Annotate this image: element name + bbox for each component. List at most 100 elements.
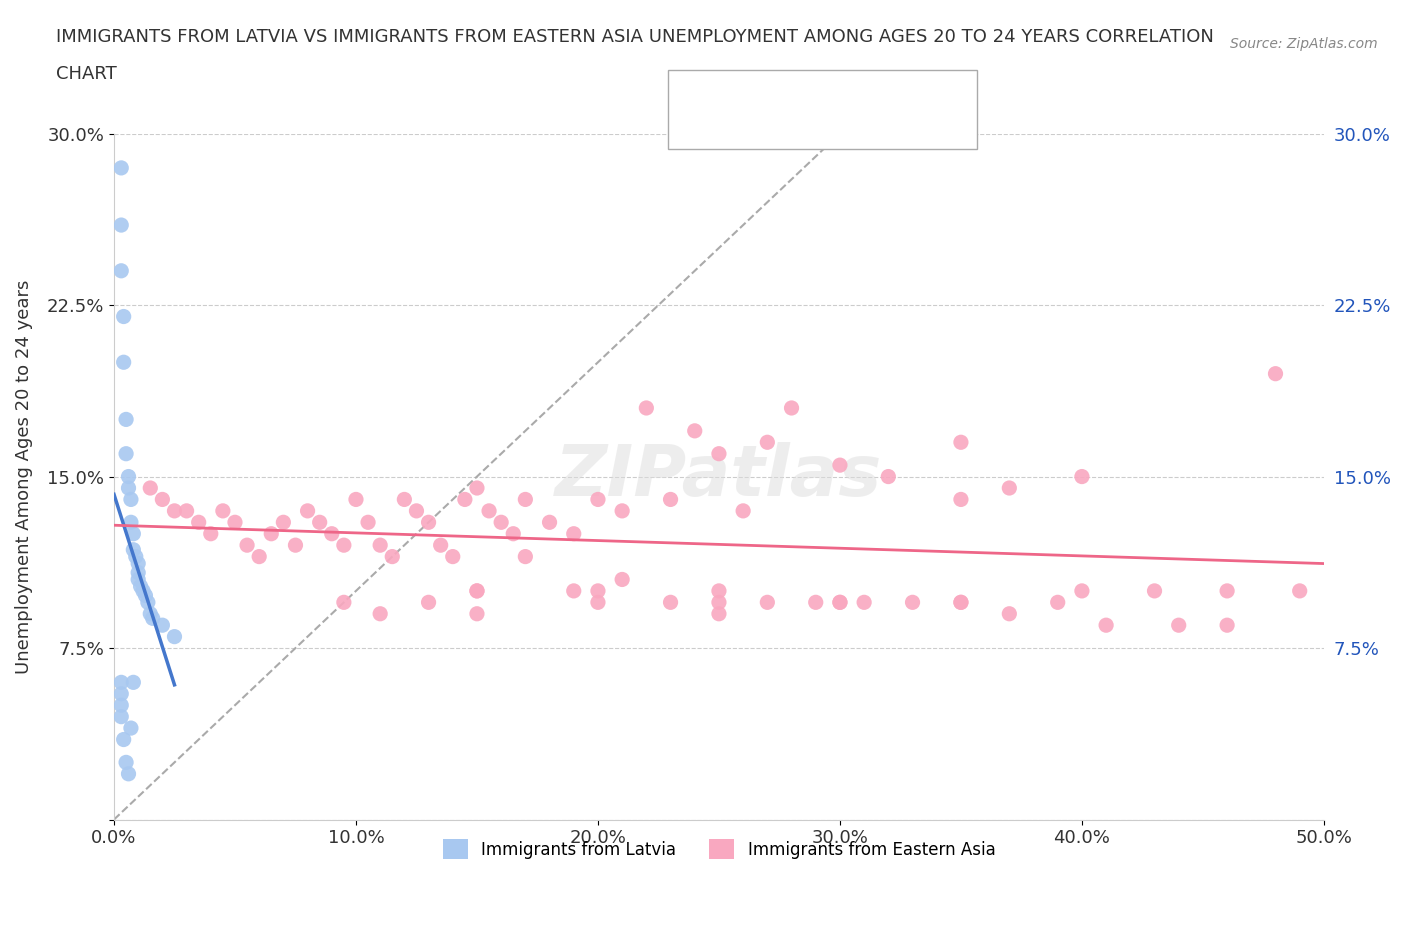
Point xyxy=(949,492,972,507)
Point xyxy=(200,526,222,541)
Point xyxy=(139,606,162,621)
Point xyxy=(1143,583,1166,598)
Point xyxy=(127,556,149,571)
Point xyxy=(465,606,488,621)
Point xyxy=(949,595,972,610)
Point xyxy=(117,481,139,496)
Point xyxy=(707,606,730,621)
Point xyxy=(562,526,585,541)
Point xyxy=(429,538,451,552)
Point xyxy=(110,710,132,724)
Point xyxy=(405,503,427,518)
Point xyxy=(454,492,477,507)
Point xyxy=(562,583,585,598)
Point xyxy=(187,515,209,530)
Point xyxy=(707,583,730,598)
Point xyxy=(465,583,488,598)
Point xyxy=(586,583,609,598)
Point xyxy=(122,526,145,541)
Point xyxy=(502,526,524,541)
Point xyxy=(150,492,173,507)
Point xyxy=(129,578,152,593)
Point xyxy=(877,469,900,484)
Point xyxy=(828,595,851,610)
Point xyxy=(683,423,706,438)
Point xyxy=(150,618,173,632)
Point xyxy=(224,515,246,530)
Point xyxy=(441,549,464,564)
Point xyxy=(780,401,803,416)
Point xyxy=(163,630,186,644)
Point xyxy=(1216,583,1239,598)
Point xyxy=(273,515,295,530)
Point xyxy=(949,435,972,450)
Point xyxy=(115,755,138,770)
Point xyxy=(122,675,145,690)
Point xyxy=(120,492,142,507)
Point xyxy=(110,263,132,278)
Point xyxy=(515,549,537,564)
Text: Source: ZipAtlas.com: Source: ZipAtlas.com xyxy=(1230,37,1378,51)
Point xyxy=(125,549,148,564)
Point xyxy=(1288,583,1310,598)
Point xyxy=(357,515,380,530)
Point xyxy=(136,595,159,610)
Point xyxy=(127,565,149,580)
Point xyxy=(117,469,139,484)
Point xyxy=(120,721,142,736)
Point xyxy=(110,698,132,712)
Point xyxy=(176,503,198,518)
Point xyxy=(756,435,779,450)
Point xyxy=(142,611,165,626)
Point xyxy=(333,538,356,552)
Point xyxy=(112,355,135,370)
Y-axis label: Unemployment Among Ages 20 to 24 years: Unemployment Among Ages 20 to 24 years xyxy=(15,279,32,673)
Point xyxy=(117,766,139,781)
Point xyxy=(478,503,501,518)
Point xyxy=(260,526,283,541)
Point xyxy=(586,492,609,507)
Point xyxy=(418,595,440,610)
Point xyxy=(828,595,851,610)
Point xyxy=(368,606,391,621)
Point xyxy=(733,503,755,518)
Point xyxy=(127,572,149,587)
Point xyxy=(297,503,319,518)
Text: ZIPatlas: ZIPatlas xyxy=(555,442,883,512)
Point xyxy=(659,492,682,507)
Point xyxy=(998,481,1021,496)
Point xyxy=(489,515,512,530)
Point xyxy=(998,606,1021,621)
Point xyxy=(110,686,132,701)
Point xyxy=(333,595,356,610)
Point xyxy=(110,675,132,690)
Point xyxy=(418,515,440,530)
Point xyxy=(1046,595,1069,610)
Point xyxy=(284,538,307,552)
Point xyxy=(1095,618,1118,632)
Point xyxy=(308,515,330,530)
Point xyxy=(636,401,658,416)
Point xyxy=(1216,618,1239,632)
Point xyxy=(115,446,138,461)
Point xyxy=(707,595,730,610)
Point xyxy=(853,595,876,610)
Point xyxy=(538,515,561,530)
Point xyxy=(321,526,343,541)
Point xyxy=(368,538,391,552)
Point xyxy=(465,481,488,496)
Legend: Immigrants from Latvia, Immigrants from Eastern Asia: Immigrants from Latvia, Immigrants from … xyxy=(436,832,1002,866)
Point xyxy=(163,503,186,518)
Point xyxy=(610,572,633,587)
Point xyxy=(586,595,609,610)
Point xyxy=(901,595,924,610)
Point xyxy=(132,583,155,598)
Point xyxy=(610,503,633,518)
Point xyxy=(756,595,779,610)
Point xyxy=(344,492,367,507)
Point xyxy=(949,595,972,610)
Point xyxy=(659,595,682,610)
Point xyxy=(828,458,851,472)
Point xyxy=(112,732,135,747)
Point xyxy=(139,481,162,496)
